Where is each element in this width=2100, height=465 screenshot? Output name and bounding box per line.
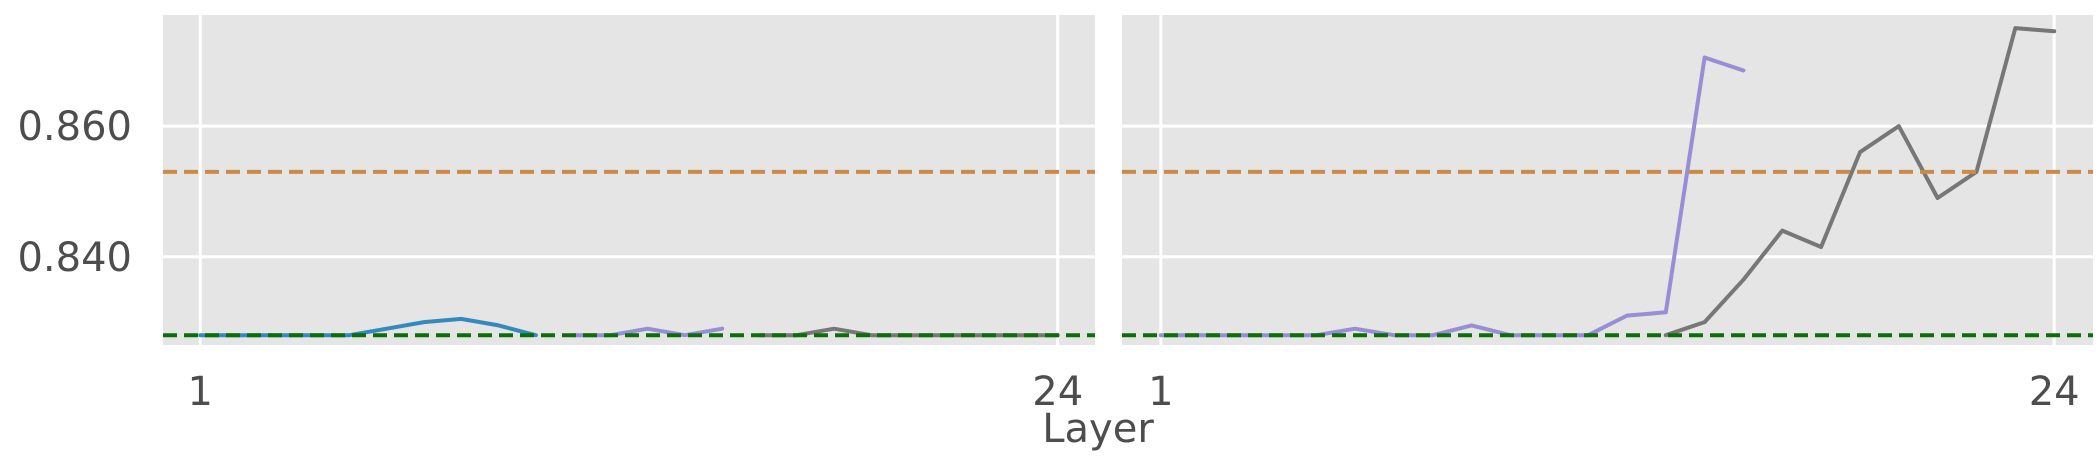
x-tick-label-panel2-0: 1	[1148, 369, 1173, 415]
panel-background-1	[163, 15, 1095, 345]
panel-background-2	[1122, 15, 2093, 345]
series-line-panel1-2	[571, 326, 725, 338]
gridlines	[163, 15, 2093, 345]
x-tick-label-panel1-0: 1	[188, 369, 213, 415]
panel-backgrounds	[163, 15, 2093, 345]
series-line-panel2-2	[1663, 26, 2057, 338]
y-tick-labels: 0.840 0.860	[17, 104, 132, 281]
y-tick-label-0: 0.840	[17, 235, 132, 281]
x-tick-label-panel1-1: 24	[1032, 369, 1083, 415]
x-axis-label: Layer	[1042, 406, 1154, 452]
reference-lines	[163, 169, 2093, 338]
x-tick-labels: 1 24 1 24	[188, 369, 2080, 415]
x-tick-label-panel2-1: 24	[2029, 369, 2080, 415]
y-tick-label-1: 0.860	[17, 104, 132, 150]
